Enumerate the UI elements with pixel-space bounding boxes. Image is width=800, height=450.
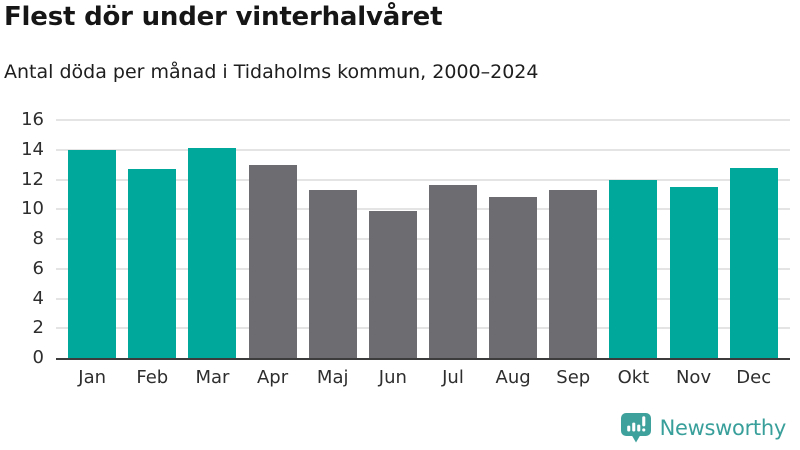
chart-title: Flest dör under vinterhalvåret [4, 2, 443, 32]
logo-speech-bubble [620, 413, 651, 443]
y-axis-labels: 0 2 4 6 8 10 12 14 16 [0, 111, 48, 367]
y-tick-label-14: 14 [21, 138, 44, 160]
bar-apr [248, 164, 297, 358]
gridline-12 [56, 178, 790, 181]
y-tick-label-6: 6 [32, 257, 44, 279]
newsworthy-logo-text: Newsworthy [659, 416, 787, 440]
gridline-2 [56, 327, 790, 330]
bar-dec [729, 167, 778, 358]
gridline-4 [56, 297, 790, 300]
x-tick-label-nov: Nov [675, 367, 712, 388]
bar-series [56, 120, 790, 358]
chart-subtitle: Antal döda per månad i Tidaholms kommun,… [4, 61, 539, 83]
x-tick-label-mar: Mar [195, 367, 230, 388]
bar-feb [128, 169, 177, 358]
x-tick-label-apr: Apr [256, 367, 289, 388]
gridline-8 [56, 238, 790, 240]
bar-sep [549, 189, 598, 358]
x-axis-labels: Jan Feb Mar Apr Maj Jun Jul Aug Sep Okt Nov Dec [56, 367, 790, 388]
logo-mini-bars [626, 416, 645, 432]
bar-jan [68, 149, 117, 358]
y-tick-label-4: 4 [32, 287, 44, 309]
x-tick-label-jan: Jan [78, 367, 107, 388]
newsworthy-logo-icon [620, 413, 651, 443]
y-tick-label-10: 10 [21, 198, 44, 220]
gridline-16 [56, 119, 790, 121]
x-tick-label-sep: Sep [556, 367, 591, 388]
bar-okt [609, 179, 658, 358]
bar-maj [308, 189, 357, 358]
x-tick-label-maj: Maj [316, 367, 349, 388]
y-tick-label-12: 12 [21, 168, 44, 190]
bar-jun [368, 210, 417, 358]
y-tick-label-8: 8 [32, 228, 44, 249]
gridline-6 [56, 267, 790, 270]
bar-jul [428, 185, 477, 358]
x-tick-label-aug: Aug [495, 367, 531, 388]
x-tick-label-okt: Okt [617, 367, 650, 388]
bar-mar [188, 148, 237, 358]
x-tick-label-jul: Jul [442, 367, 464, 388]
x-tick-label-jun: Jun [378, 367, 407, 388]
x-tick-label-dec: Dec [736, 367, 772, 388]
bar-aug [489, 197, 538, 358]
gridline-14 [56, 148, 790, 151]
newsworthy-logo: Newsworthy [619, 411, 786, 445]
y-tick-label-0: 0 [32, 347, 44, 368]
y-tick-label-16: 16 [21, 109, 44, 130]
gridline-10 [56, 208, 790, 211]
y-tick-label-2: 2 [32, 317, 44, 339]
x-tick-label-feb: Feb [136, 367, 169, 388]
bar-nov [669, 186, 718, 358]
plot-area [56, 119, 790, 360]
